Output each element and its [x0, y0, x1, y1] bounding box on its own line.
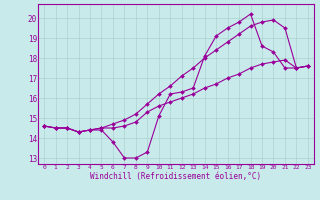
X-axis label: Windchill (Refroidissement éolien,°C): Windchill (Refroidissement éolien,°C): [91, 172, 261, 181]
